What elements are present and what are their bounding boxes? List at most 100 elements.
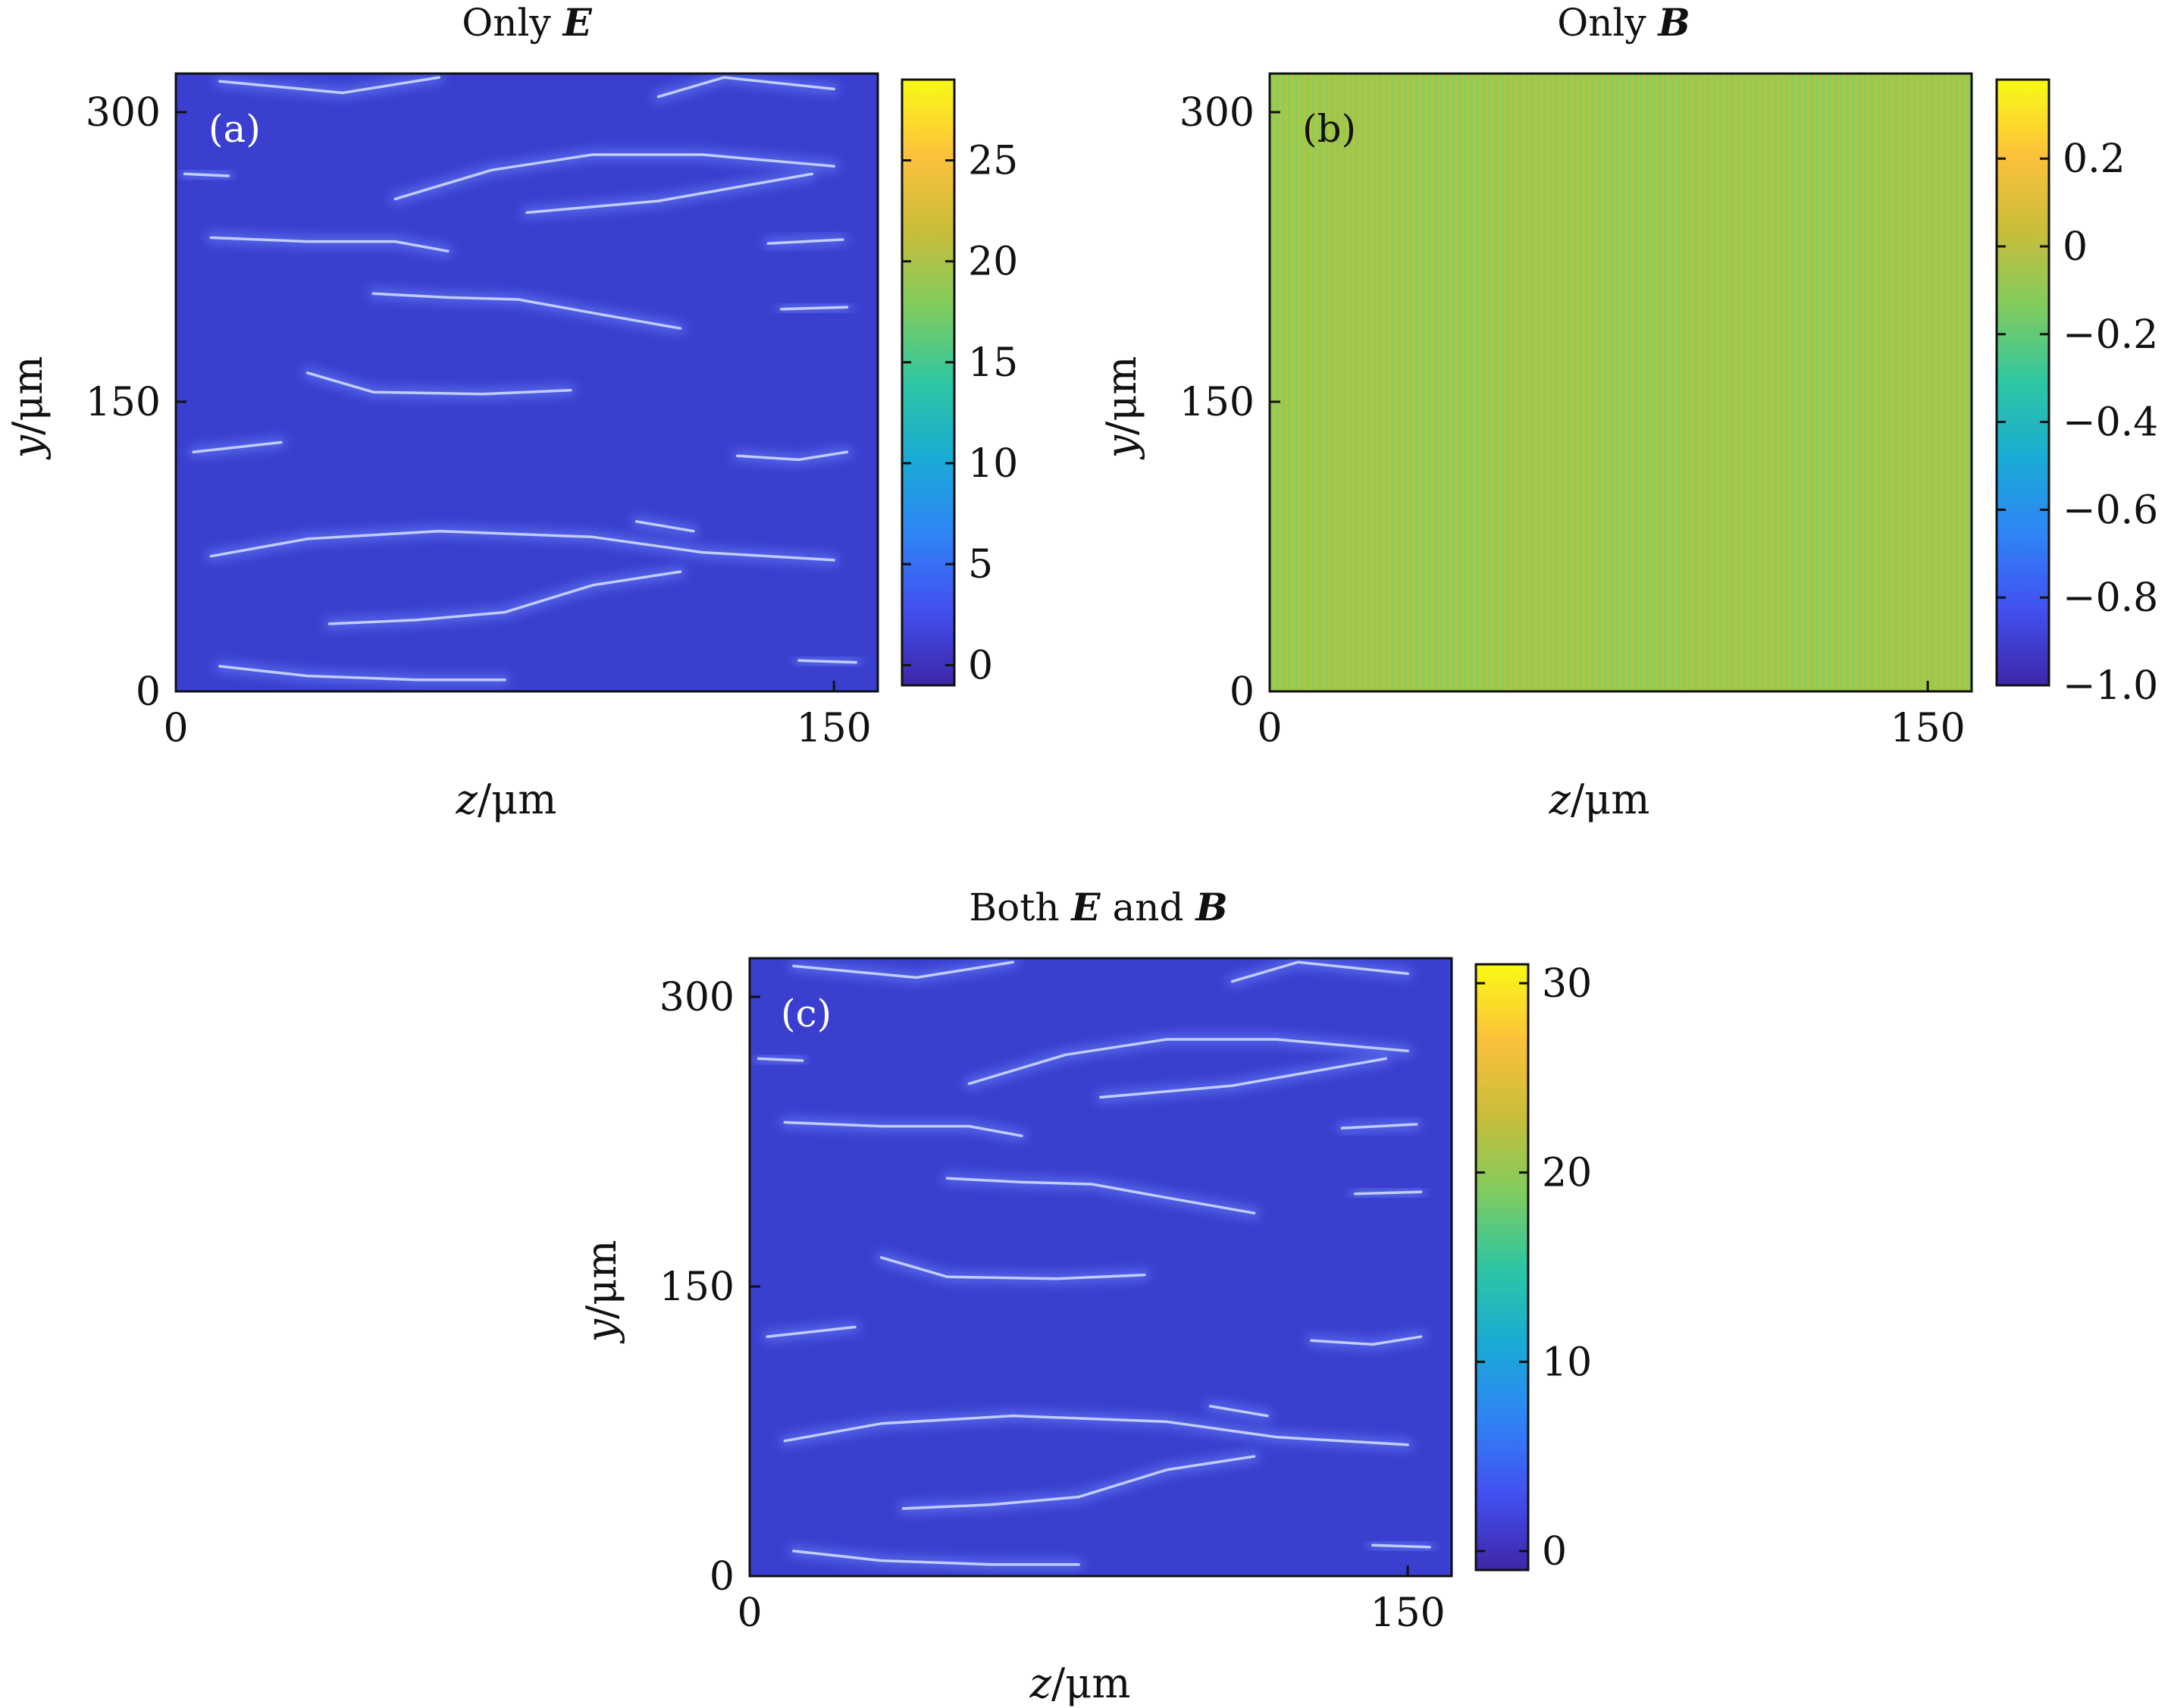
y-tick-label: 0 [136,669,161,715]
plot-frame [748,957,1453,1578]
filament [1099,1057,1387,1099]
filament [792,1550,1080,1566]
filament [656,76,835,99]
colorbar-a: 0 5 10 15 20 25 [901,78,1018,688]
panel-label-b: (b) [1302,107,1356,151]
x-tick-label: 150 [796,706,871,751]
panel-c-title: Both E and B [969,885,1227,929]
colorbar-tick-label: 25 [968,139,1018,184]
colorbar-tick-label: 0 [2063,224,2088,270]
colorbar-tick-label: −0.6 [2063,487,2158,533]
filament [901,1455,1256,1510]
filament [218,76,441,95]
x-axis-label-a: z/μm [456,776,557,823]
filament [327,570,682,625]
filament [757,1057,804,1062]
colorbar-tick-label: 0 [968,643,993,688]
filament [1310,1335,1423,1346]
y-tick-label: 300 [86,90,161,136]
plot-frame [174,72,879,693]
heatmap-background [750,958,1452,1576]
filament [209,236,450,253]
filament [967,1038,1409,1086]
filament [783,1120,1023,1138]
filament [183,172,230,177]
y-tick-label: 300 [659,975,735,1020]
filaments [753,958,1436,1570]
filament [525,172,813,215]
axes-b: 0 150 0 150 300 [1179,72,1973,751]
filament [1340,1123,1418,1130]
heatmap-background [1270,74,1972,691]
x-tick-label: 0 [163,706,188,751]
filament [792,961,1015,979]
colorbar-tick-label: −0.2 [2063,312,2158,358]
filament [1371,1543,1431,1549]
colorbar-tick-label: −0.4 [2063,400,2158,446]
plot-area-c [750,958,1452,1576]
axes-a: 0 150 0 150 300 [86,72,879,751]
y-axis-label-a: y/μm [4,356,52,459]
colorbar-tick-label: 5 [968,542,993,588]
x-tick-label: 150 [1370,1590,1445,1636]
filament [879,1256,1146,1280]
filament [945,1177,1256,1214]
colorbar-tick-label: 10 [968,441,1018,487]
colorbar-gradient [1995,78,2050,687]
y-axis-label-c: y/μm [578,1239,625,1343]
filament [797,659,857,664]
y-tick-label: 150 [1179,380,1255,425]
filament [1230,961,1409,983]
colorbar-tick-label: 10 [1542,1340,1592,1385]
filament [783,1414,1409,1446]
axes-c: 0 150 0 150 300 [659,957,1453,1636]
filament [192,440,283,453]
filament [1208,1405,1269,1418]
y-tick-label: 150 [86,380,161,425]
y-tick-label: 0 [710,1554,735,1600]
filament [736,450,849,462]
x-tick-label: 150 [1890,706,1965,751]
colorbar-gradient [1474,963,1530,1572]
colorbar-tick-label: 15 [968,340,1018,386]
heatmap-background [176,74,878,691]
y-tick-label: 0 [1230,669,1255,715]
x-axis-label-c: z/μm [1029,1659,1131,1707]
filament [779,306,849,311]
plot-area-a [176,74,878,691]
filament [209,529,835,562]
colorbar-tick-label: −0.8 [2063,575,2158,621]
filament [393,153,835,201]
x-axis-label-b: z/μm [1549,776,1650,823]
filament [371,292,682,330]
y-axis-label-b: y/μm [1098,356,1145,459]
y-tick-label: 150 [659,1265,735,1310]
plot-frame [1268,72,1973,693]
colorbar-tick-label: 0.2 [2063,136,2126,182]
plot-area-b [1270,74,1972,691]
filaments [179,74,862,685]
colorbar-b: −1.0 −0.8 −0.6 −0.4 −0.2 0 0.2 [1995,78,2158,709]
panel-label-a: (a) [208,107,261,151]
filament [634,520,695,533]
filament [218,665,506,682]
filament [766,238,844,245]
filament [1353,1190,1423,1196]
colorbar-tick-label: 20 [968,240,1018,285]
panel-a-title: Only E [462,0,592,45]
colorbar-gradient [901,78,956,687]
colorbar-tick-label: 0 [1542,1529,1567,1575]
colorbar-tick-label: 30 [1542,961,1592,1007]
filament [305,371,572,396]
y-tick-label: 300 [1179,90,1255,136]
filament [766,1325,857,1338]
colorbar-tick-label: −1.0 [2063,663,2158,709]
x-tick-label: 0 [737,1590,762,1636]
colorbar-c: 0 10 20 30 [1474,961,1592,1575]
panel-a: Only E (a) 0 150 0 150 300 0 5 10 15 20 25 z/μm y… [4,0,1018,823]
panel-label-c: (c) [781,992,832,1036]
panel-b-title: Only B [1557,0,1690,45]
panel-c: Both E and B (c) 0 150 0 150 300 0 10 20 30 z/μ… [578,885,1592,1707]
